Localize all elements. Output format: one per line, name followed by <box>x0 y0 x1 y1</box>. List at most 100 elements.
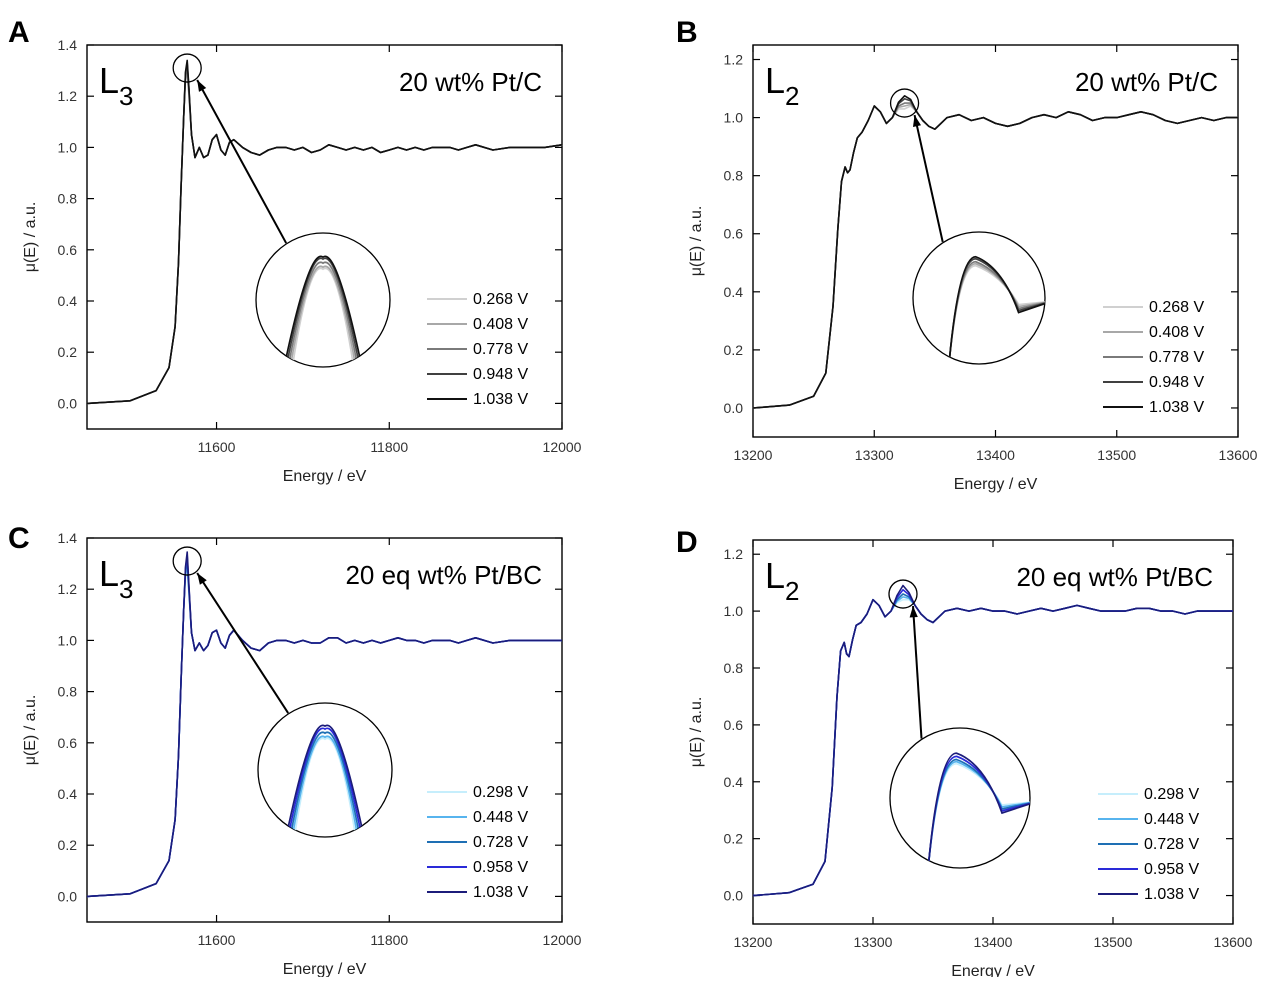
y-tick-label: 0.4 <box>58 293 78 309</box>
inset-curves <box>284 255 362 364</box>
sample-label: 20 wt% Pt/C <box>1075 67 1218 97</box>
x-tick-label: 13200 <box>734 447 773 463</box>
y-tick-label: 0.2 <box>58 837 78 853</box>
edge-label-sub: 2 <box>785 81 799 111</box>
y-tick-label: 1.0 <box>724 110 744 126</box>
x-axis-label: Energy / eV <box>951 963 1035 977</box>
y-axis-label: μ(E) / a.u. <box>22 695 39 766</box>
y-tick-label: 0.8 <box>58 684 78 700</box>
legend-label: 0.268 V <box>473 291 528 308</box>
panel-b: B 0.0 0.2 0.4 0.6 0.8 1.0 1.2 13200 13300 13400 135… <box>676 16 1258 493</box>
x-tick-label: 13500 <box>1094 934 1133 950</box>
panel-letter: D <box>676 526 698 559</box>
legend-label: 0.948 V <box>473 366 528 383</box>
series-line <box>752 95 1238 409</box>
y-tick-label: 1.0 <box>724 603 744 619</box>
y-tick-label: 0.6 <box>724 226 744 242</box>
series-line <box>752 584 1233 897</box>
peak-highlight-circle <box>172 53 202 83</box>
series-line <box>86 551 562 898</box>
panel-letter: B <box>676 16 698 49</box>
legend-label: 0.448 V <box>1144 811 1199 828</box>
y-axis-label: μ(E) / a.u. <box>688 697 705 768</box>
y-tick-label: 0.4 <box>58 786 78 802</box>
x-tick-label: 11800 <box>370 932 408 948</box>
y-tick-label: 0.4 <box>724 774 744 790</box>
y-tick-label: 0.2 <box>724 342 744 358</box>
y-tick-label: 0.0 <box>58 888 78 904</box>
panel-c: C 0.0 0.2 0.4 0.6 0.8 1.0 1.2 1.4 11600 11800 12000… <box>8 522 582 978</box>
x-tick-label: 13400 <box>976 447 1015 463</box>
y-tick-label: 0.0 <box>724 400 744 416</box>
legend-label: 0.298 V <box>473 784 528 801</box>
zoom-arrow-head <box>197 80 207 92</box>
edge-label: L3 <box>99 553 134 604</box>
inset-series-line <box>284 255 362 364</box>
inset-series-line <box>294 737 356 834</box>
x-axis-label: Energy / eV <box>954 476 1038 493</box>
edge-label: L2 <box>765 60 800 111</box>
legend-label: 1.038 V <box>1144 886 1199 903</box>
edge-label-sub: 3 <box>119 574 133 604</box>
panel-a: A 0.0 0.2 0.4 0.6 0.8 1.0 1.2 1.4 11600 11800 12000… <box>8 16 582 485</box>
inset-series-line <box>290 731 360 834</box>
sample-label: 20 wt% Pt/C <box>399 67 542 97</box>
y-tick-label: 0.4 <box>724 284 744 300</box>
edge-label-main: L <box>99 553 119 594</box>
legend-label: 0.948 V <box>1149 374 1204 391</box>
plot-frame <box>86 537 563 923</box>
inset-series-line <box>288 261 358 364</box>
plot-frame <box>86 44 563 430</box>
edge-label-sub: 2 <box>785 576 799 606</box>
y-tick-label: 1.0 <box>58 139 78 155</box>
x-tick-label: 13200 <box>734 934 773 950</box>
x-tick-label: 12000 <box>543 439 582 455</box>
zoom-arrow <box>196 572 289 714</box>
legend-label: 0.778 V <box>473 341 528 358</box>
y-tick-label: 1.4 <box>58 530 78 546</box>
inset-circle <box>912 231 1046 365</box>
inset-series-line <box>927 752 1030 865</box>
peak-highlight-circle <box>172 546 202 576</box>
inset-circle <box>889 727 1031 869</box>
x-tick-label: 13400 <box>974 934 1013 950</box>
y-tick-label: 0.8 <box>724 660 744 676</box>
zoom-arrow-head <box>909 606 918 618</box>
x-axis-label: Energy / eV <box>283 468 367 485</box>
zoom-arrow <box>912 605 923 739</box>
y-axis-label: μ(E) / a.u. <box>22 202 39 273</box>
y-tick-label: 1.2 <box>58 88 78 104</box>
zoom-arrow-head <box>912 115 922 127</box>
y-tick-label: 0.8 <box>724 168 744 184</box>
legend-label: 0.448 V <box>473 809 528 826</box>
inset-curves <box>286 724 364 834</box>
y-tick-label: 0.6 <box>724 717 744 733</box>
legend-label: 0.778 V <box>1149 349 1204 366</box>
inset-circle <box>257 702 393 838</box>
y-tick-label: 0.0 <box>58 395 78 411</box>
y-tick-label: 1.2 <box>58 581 78 597</box>
sample-label: 20 eq wt% Pt/BC <box>1016 562 1213 592</box>
zoom-arrow <box>196 79 288 244</box>
x-tick-label: 13600 <box>1214 934 1253 950</box>
y-axis-label: μ(E) / a.u. <box>688 206 705 277</box>
peak-highlight-circle <box>889 88 920 118</box>
zoom-arrow-head <box>197 573 207 585</box>
legend-label: 1.038 V <box>1149 399 1204 416</box>
y-tick-label: 0.0 <box>724 888 744 904</box>
inset-series-line <box>288 727 362 834</box>
legend-label: 0.958 V <box>473 859 528 876</box>
x-tick-label: 13500 <box>1097 447 1136 463</box>
inset-series-line <box>292 735 358 834</box>
edge-label-main: L <box>765 555 785 596</box>
edge-label-main: L <box>765 60 785 101</box>
x-tick-label: 13600 <box>1219 447 1258 463</box>
edge-label-main: L <box>99 60 119 101</box>
inset-curves <box>948 255 1045 361</box>
inset-series-line <box>292 267 354 364</box>
y-tick-label: 0.2 <box>724 831 744 847</box>
inset-curves <box>927 752 1030 865</box>
x-axis-label: Energy / eV <box>283 961 367 977</box>
series-line <box>86 59 563 405</box>
